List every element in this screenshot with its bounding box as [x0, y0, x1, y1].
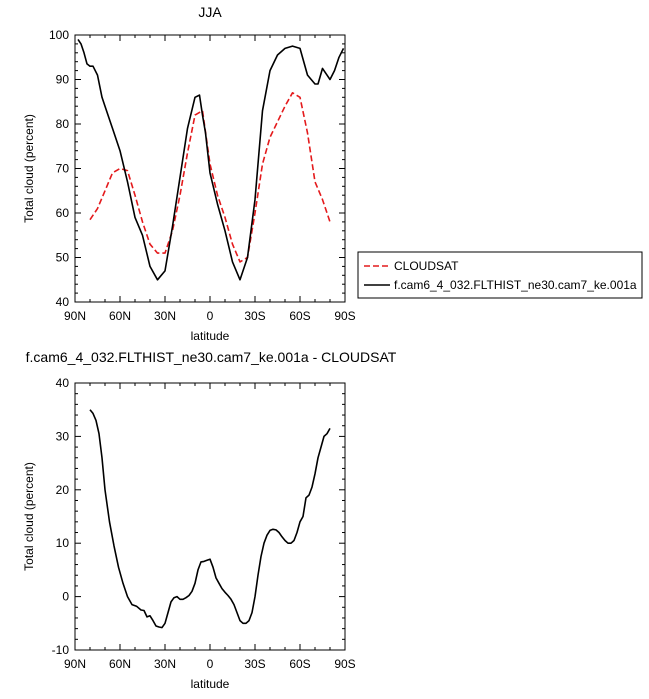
- top-chart-title: JJA: [198, 4, 222, 20]
- x-tick-label: 0: [207, 657, 214, 671]
- x-tick-label: 60S: [289, 657, 310, 671]
- top-axis-ticks: 90N 60N 30N 0 30S 60S 90S 40 50 60 70 80 90 100: [49, 28, 356, 323]
- x-tick-label: 60S: [289, 309, 310, 323]
- top-y-axis-label: Total cloud (percent): [22, 114, 36, 223]
- x-tick-label: 60N: [109, 657, 131, 671]
- legend-label-model: f.cam6_4_032.FLTHIST_ne30.cam7_ke.001a: [394, 278, 637, 292]
- y-tick-label: 80: [56, 117, 70, 131]
- bottom-axis-ticks: 90N 60N 30N 0 30S 60S 90S -10 0 10 20 30 40: [52, 376, 356, 671]
- bottom-panel: f.cam6_4_032.FLTHIST_ne30.cam7_ke.001a -…: [22, 349, 397, 691]
- bottom-chart-title: f.cam6_4_032.FLTHIST_ne30.cam7_ke.001a -…: [26, 349, 397, 365]
- y-tick-label: -10: [52, 643, 70, 657]
- x-tick-label: 30S: [244, 309, 265, 323]
- legend: CLOUDSAT f.cam6_4_032.FLTHIST_ne30.cam7_…: [357, 251, 643, 299]
- top-series-lines: [77, 38, 345, 281]
- bottom-x-axis-label: latitude: [191, 677, 230, 691]
- series-line-difference: [89, 409, 331, 629]
- x-tick-label: 30N: [154, 309, 176, 323]
- x-tick-label: 90S: [334, 309, 355, 323]
- y-tick-label: 40: [56, 295, 70, 309]
- x-tick-label: 60N: [109, 309, 131, 323]
- y-tick-label: 100: [49, 28, 69, 42]
- x-tick-label: 90N: [64, 657, 86, 671]
- bottom-y-axis-label: Total cloud (percent): [22, 462, 36, 571]
- y-tick-label: 0: [62, 590, 69, 604]
- y-tick-label: 60: [56, 206, 70, 220]
- x-tick-label: 30S: [244, 657, 265, 671]
- series-line-cloudsat: [89, 92, 331, 263]
- top-x-axis-label: latitude: [191, 329, 230, 343]
- bottom-series-lines: [89, 409, 331, 629]
- x-tick-label: 0: [207, 309, 214, 323]
- y-tick-label: 10: [56, 536, 70, 550]
- bottom-plot-frame: [74, 382, 346, 651]
- y-tick-label: 70: [56, 162, 70, 176]
- series-line-model: [77, 38, 345, 281]
- y-tick-label: 50: [56, 251, 70, 265]
- legend-box: [357, 251, 643, 299]
- x-tick-label: 90N: [64, 309, 86, 323]
- y-tick-label: 30: [56, 429, 70, 443]
- x-tick-label: 30N: [154, 657, 176, 671]
- x-tick-label: 90S: [334, 657, 355, 671]
- y-tick-label: 20: [56, 483, 70, 497]
- legend-label-cloudsat: CLOUDSAT: [394, 259, 459, 273]
- y-tick-label: 90: [56, 73, 70, 87]
- y-tick-label: 40: [56, 376, 70, 390]
- top-panel: JJA 90N 60N 30N 0 30S 60S 90S 40 50 60 70 80 90 100 l…: [22, 4, 356, 343]
